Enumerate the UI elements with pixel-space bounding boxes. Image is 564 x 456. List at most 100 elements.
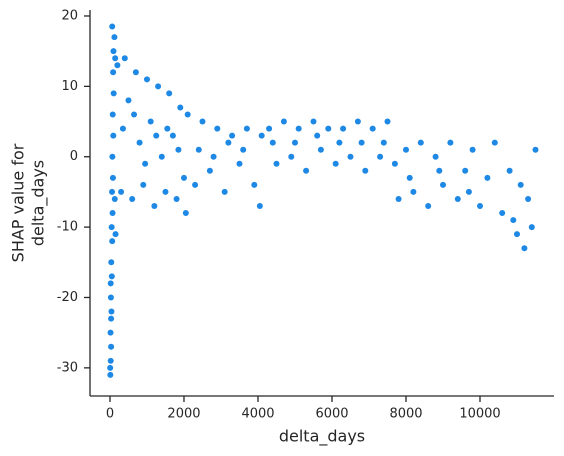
point [108, 315, 115, 322]
point [436, 167, 443, 174]
point [118, 188, 125, 195]
point [142, 160, 149, 167]
point [510, 217, 517, 224]
point [136, 139, 143, 146]
point [210, 153, 217, 160]
point [369, 125, 376, 132]
point [162, 188, 169, 195]
x-tick-label: 10000 [459, 407, 500, 422]
point [107, 329, 114, 336]
point [229, 132, 236, 139]
point [109, 188, 116, 195]
point [402, 146, 409, 153]
point [273, 160, 280, 167]
x-tick-label: 2000 [167, 407, 200, 422]
point [112, 231, 119, 238]
x-axis-label: delta_days [279, 427, 365, 447]
point [155, 83, 162, 90]
point [269, 139, 276, 146]
point [532, 146, 539, 153]
point [108, 343, 115, 350]
point [221, 188, 228, 195]
point [236, 160, 243, 167]
point [131, 111, 138, 118]
point [240, 146, 247, 153]
y-tick-label: -10 [57, 220, 78, 235]
point [506, 167, 513, 174]
x-tick-label: 4000 [241, 407, 274, 422]
point [447, 139, 454, 146]
point [525, 195, 532, 202]
point [476, 202, 483, 209]
point [109, 210, 116, 217]
point [295, 125, 302, 132]
x-tick-label: 6000 [315, 407, 348, 422]
point [521, 245, 528, 252]
point [110, 132, 117, 139]
point [310, 118, 317, 125]
point [395, 195, 402, 202]
point [325, 125, 332, 132]
point [169, 132, 176, 139]
point [111, 195, 118, 202]
point [513, 231, 520, 238]
point [256, 202, 263, 209]
point [112, 55, 119, 62]
point [109, 23, 116, 30]
point [354, 118, 361, 125]
point [332, 160, 339, 167]
point [129, 195, 136, 202]
point [173, 195, 180, 202]
point [377, 153, 384, 160]
point [417, 139, 424, 146]
point [140, 181, 147, 188]
point [111, 34, 118, 41]
point [362, 167, 369, 174]
point [109, 111, 116, 118]
point [469, 146, 476, 153]
point [107, 371, 114, 378]
point [425, 202, 432, 209]
point [465, 188, 472, 195]
y-tick-label: -30 [57, 360, 78, 375]
point [107, 280, 114, 287]
point [439, 181, 446, 188]
point [280, 118, 287, 125]
point [410, 188, 417, 195]
point [175, 146, 182, 153]
point [109, 174, 116, 181]
y-tick-label: 0 [70, 149, 78, 164]
point [484, 174, 491, 181]
point [107, 357, 114, 364]
point [153, 132, 160, 139]
point [158, 153, 165, 160]
point [110, 90, 117, 97]
point [132, 69, 139, 76]
point [109, 153, 116, 160]
point [114, 62, 121, 69]
point [499, 210, 506, 217]
y-tick-label: 20 [61, 8, 78, 23]
y-axis-label: SHAP value for [9, 143, 28, 262]
point [110, 69, 117, 76]
point [107, 364, 114, 371]
point [358, 139, 365, 146]
point [108, 308, 115, 315]
point [110, 48, 117, 55]
point [454, 195, 461, 202]
point [199, 118, 206, 125]
point [303, 167, 310, 174]
point [180, 174, 187, 181]
point [391, 160, 398, 167]
point [225, 139, 232, 146]
point [119, 125, 126, 132]
point [340, 125, 347, 132]
point [109, 238, 116, 245]
point [406, 174, 413, 181]
point [266, 125, 273, 132]
point [380, 139, 387, 146]
point [517, 181, 524, 188]
point [243, 125, 250, 132]
point [288, 153, 295, 160]
